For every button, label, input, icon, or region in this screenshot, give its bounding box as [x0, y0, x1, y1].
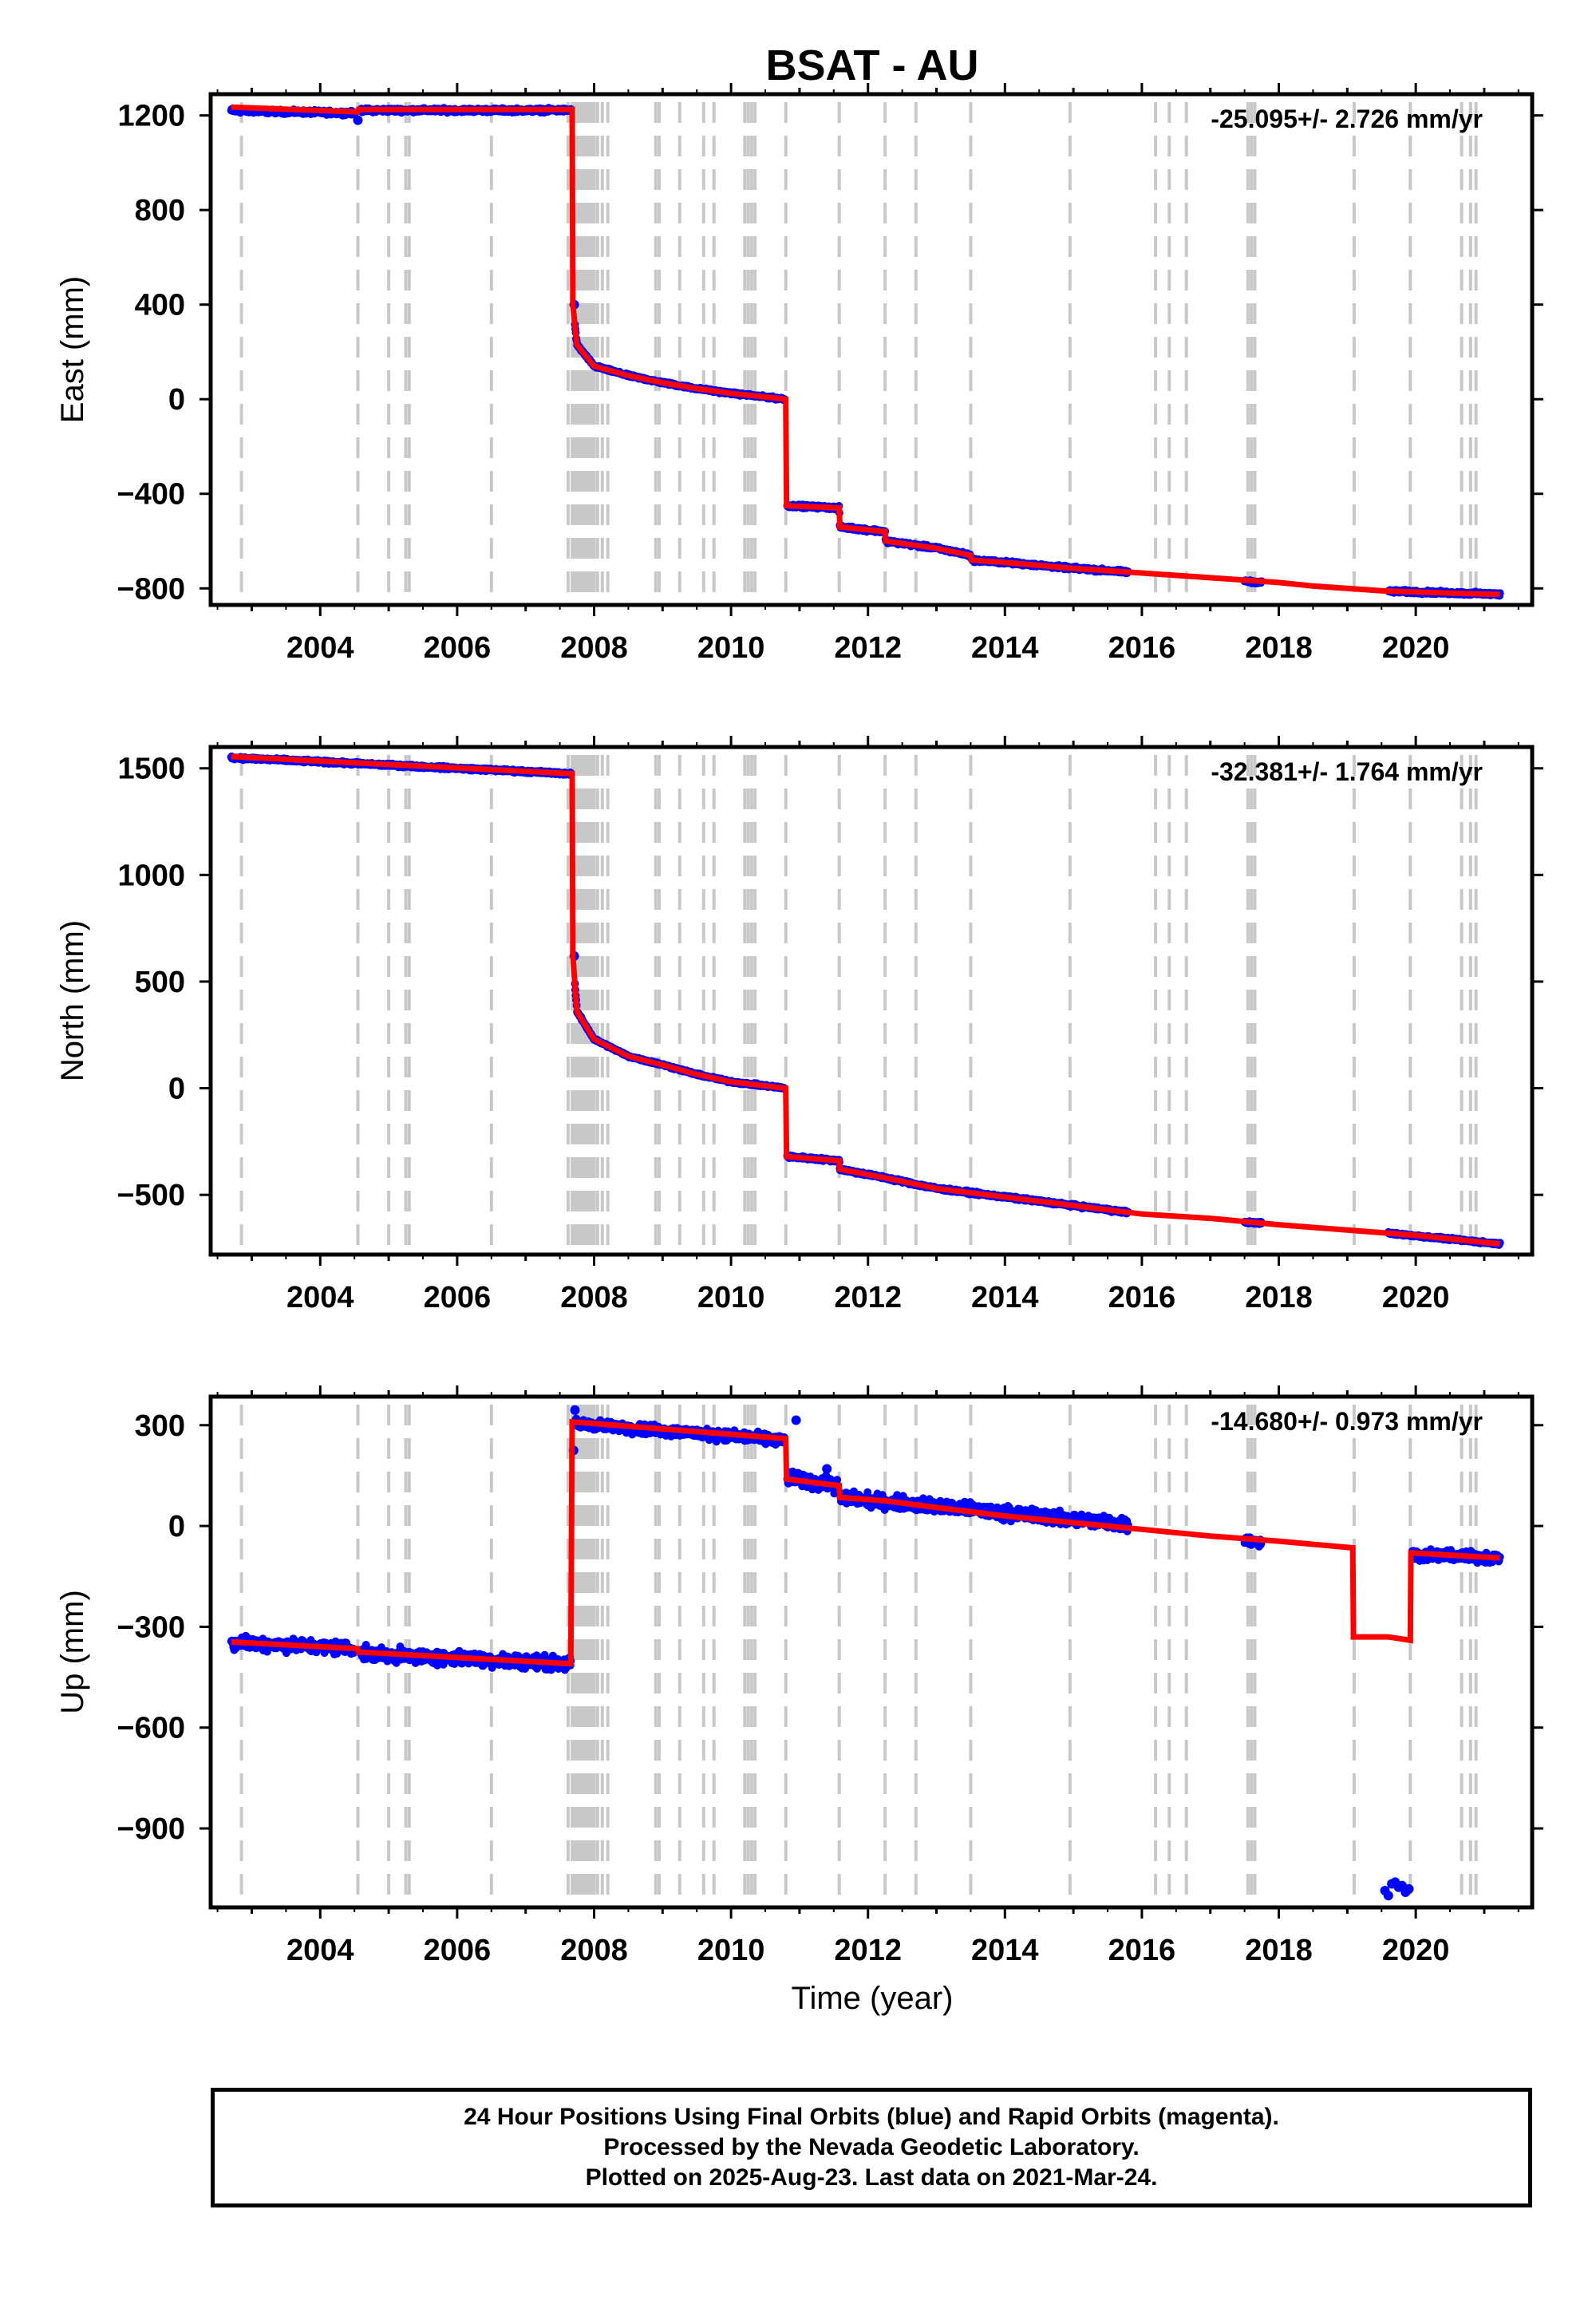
y-tick-label: −500 — [117, 1179, 185, 1212]
observations-east — [227, 104, 1504, 600]
y-tick-label: 0 — [168, 383, 185, 417]
x-tick-label: 2012 — [834, 631, 902, 665]
y-tick-label: 1500 — [117, 753, 185, 786]
chart-title: BSAT - AU — [766, 41, 979, 89]
y-tick-label: −800 — [117, 572, 185, 606]
panels-group: −800 −400 0 400 800 1200 2004 2006 2008 2010 2012 2… — [55, 83, 1543, 1967]
y-tick-label: 500 — [135, 966, 185, 999]
y-tick-label: 0 — [168, 1073, 185, 1106]
panel-east: −800 −400 0 400 800 1200 2004 2006 2008 2010 2012 2… — [55, 83, 1543, 665]
observation-point — [353, 115, 363, 125]
y-tick-label: 400 — [135, 289, 185, 322]
x-tick-label: 2014 — [971, 631, 1039, 665]
y-tick-label: −400 — [117, 478, 185, 512]
x-tick-label: 2020 — [1382, 631, 1450, 665]
y-axis-label-east: East (mm) — [55, 276, 90, 423]
plot-frame — [208, 92, 1535, 607]
x-tick-label: 2004 — [286, 631, 354, 665]
x-tick-label: 2018 — [1245, 631, 1313, 665]
x-tick-label: 2016 — [1108, 631, 1176, 665]
x-tick-label: 2010 — [697, 631, 765, 665]
velocity-rate-label-east: -25.095+/- 2.726 mm/yr — [1211, 105, 1483, 133]
model-line-east — [231, 104, 1500, 598]
y-tick-label: 800 — [135, 194, 185, 227]
y-tick-label: 1000 — [117, 859, 185, 892]
x-tick-label: 2006 — [424, 631, 492, 665]
x-tick-label: 2008 — [560, 631, 628, 665]
y-tick-label: 1200 — [117, 100, 185, 133]
